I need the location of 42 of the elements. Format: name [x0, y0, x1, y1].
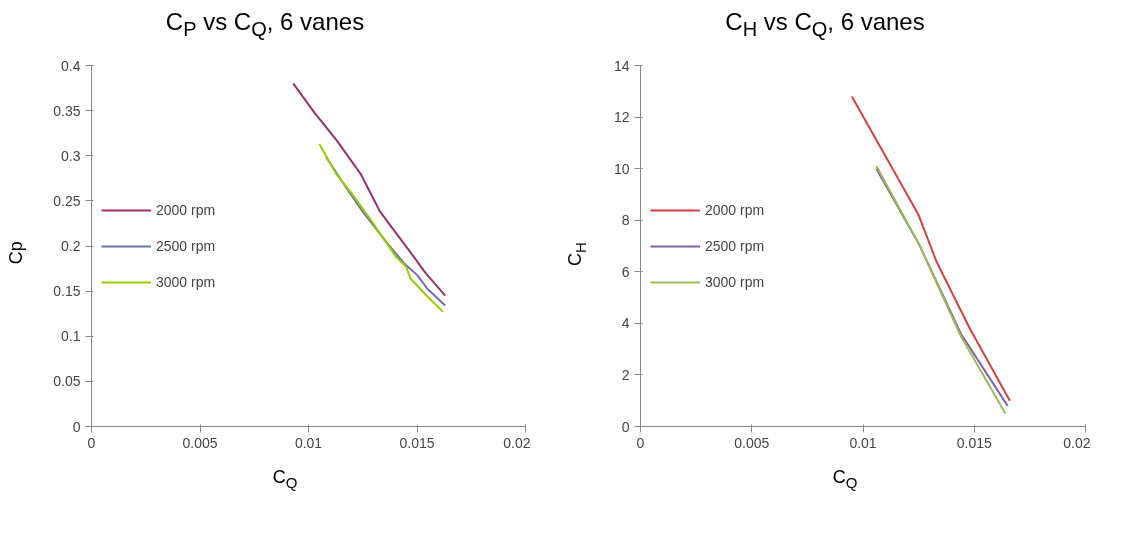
x-tick-label: 0.005: [734, 434, 770, 451]
y-tick-label: 0.25: [53, 192, 81, 209]
chart-title: C$_{P}$ vs C$_{Q}$, 6 vanes: [164, 7, 366, 42]
y-tick-label: 0.05: [53, 373, 81, 390]
y-tick-label: 6: [621, 263, 630, 280]
y-tick-label: 2: [621, 366, 630, 383]
x-tick-label: 0.01: [294, 434, 323, 451]
line-series: [318, 143, 445, 313]
x-tick-label: 0.01: [849, 434, 877, 451]
line-series: [292, 82, 447, 297]
x-axis-title: C$_{Q}$: [831, 466, 859, 493]
x-tick-label: 0.005: [182, 434, 218, 451]
line-series: [850, 95, 1011, 402]
legend-label: 3000 rpm: [705, 273, 765, 290]
x-tick-label: 0: [87, 434, 96, 451]
y-tick-label: 14: [613, 57, 630, 74]
y-tick-label: 8: [621, 212, 630, 229]
legend-label: 2000 rpm: [705, 201, 765, 218]
legend-label: 2000 rpm: [156, 201, 216, 218]
y-tick-label: 4: [621, 315, 630, 332]
line-series: [324, 155, 447, 307]
x-tick-label: 0.015: [399, 434, 435, 451]
x-tick-label: 0: [636, 434, 645, 451]
legend-label: 2500 rpm: [705, 237, 765, 254]
y-tick-label: 0: [621, 418, 630, 435]
legend-label: 2500 rpm: [156, 237, 216, 254]
y-tick-label: 0: [72, 418, 81, 435]
y-axis-title: Cp: [4, 241, 27, 265]
y-tick-label: 0.35: [53, 102, 81, 119]
x-tick-label: 0.02: [1063, 434, 1091, 451]
x-tick-label: 0.015: [956, 434, 992, 451]
y-tick-label: 0.1: [61, 328, 81, 345]
y-tick-label: 0.3: [61, 147, 81, 164]
y-tick-label: 12: [613, 109, 630, 126]
y-tick-label: 10: [613, 160, 630, 177]
legend-label: 3000 rpm: [156, 273, 216, 290]
y-tick-label: 0.4: [61, 57, 81, 74]
y-tick-label: 0.15: [53, 283, 81, 300]
y-tick-label: 0.2: [61, 238, 81, 254]
chart-title: C$_{H}$ vs C$_{Q}$, 6 vanes: [724, 7, 926, 42]
x-tick-label: 0.02: [503, 434, 531, 451]
x-axis-title: C$_{Q}$: [271, 466, 299, 493]
